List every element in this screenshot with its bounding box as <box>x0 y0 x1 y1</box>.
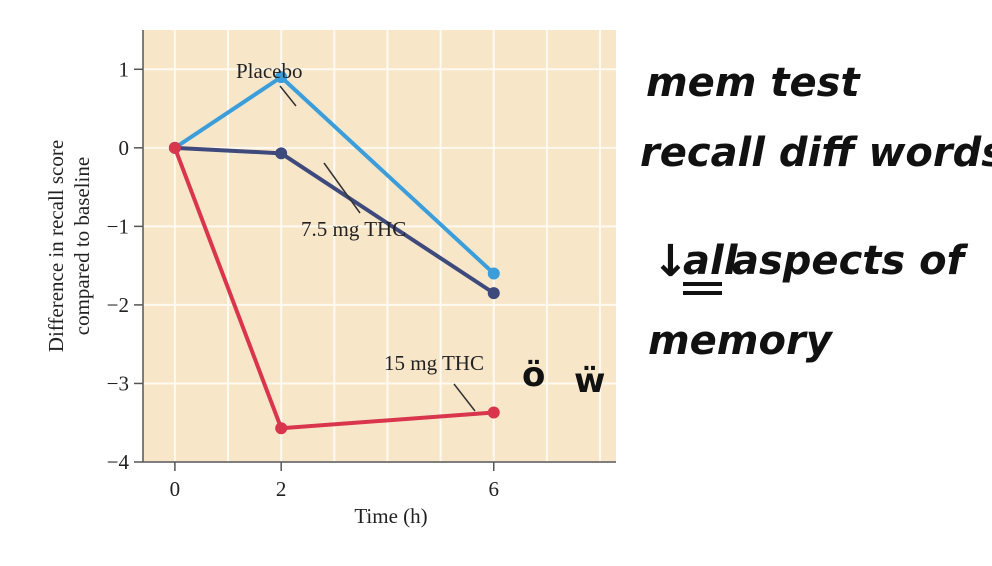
down-arrow-icon: ↓ <box>652 236 689 287</box>
note-emphasis-word: all <box>683 238 739 284</box>
y-axis-title-line-2: compared to baseline <box>70 157 94 335</box>
data-point <box>275 147 288 160</box>
handwritten-faces: ö ẅ <box>522 355 605 401</box>
axes <box>142 30 616 463</box>
series-leader-thc-15mg <box>453 383 476 412</box>
data-point <box>487 287 500 300</box>
data-point <box>275 71 288 84</box>
series-label-thc-7-5mg: 7.5 mg THC <box>301 217 406 241</box>
x-axis-title: Time (h) <box>354 504 427 528</box>
note-line-1: mem test <box>646 60 861 106</box>
data-point <box>275 422 288 435</box>
y-tick-label: 1 <box>119 57 130 81</box>
series-label-thc-15mg: 15 mg THC <box>384 351 484 375</box>
data-point <box>168 141 181 154</box>
face-surprised-icon: ö <box>522 355 545 395</box>
note-line-4: memory <box>648 318 834 364</box>
y-tick-label: −3 <box>107 371 129 395</box>
series-leader-placebo <box>279 85 297 107</box>
note-line-2: recall diff words <box>640 130 992 176</box>
series-leader-thc-7-5mg <box>323 162 361 214</box>
face-frown-icon: ẅ <box>574 361 605 401</box>
series-labels: Placebo 7.5 mg THC 15 mg THC <box>236 59 484 412</box>
y-tick-label: −4 <box>107 450 130 474</box>
series-group <box>168 71 500 435</box>
data-point <box>487 267 500 280</box>
series-label-placebo: Placebo <box>236 59 302 83</box>
y-axis-title-line-1: Difference in recall score <box>44 140 68 352</box>
ticks: 1 0 −1 −2 −3 −4 0 2 6 <box>107 57 499 501</box>
handwritten-notes: mem test recall diff words ↓ all aspects… <box>640 60 992 364</box>
y-axis-title: Difference in recall score compared to b… <box>44 140 94 352</box>
x-tick-label: 0 <box>170 477 181 501</box>
x-tick-label: 6 <box>489 477 500 501</box>
plot-background <box>143 30 616 462</box>
data-point <box>487 406 500 419</box>
y-tick-label: 0 <box>119 136 130 160</box>
x-tick-label: 2 <box>276 477 287 501</box>
y-tick-label: −1 <box>107 214 129 238</box>
note-line-3: aspects of <box>732 238 969 284</box>
y-tick-label: −2 <box>107 293 129 317</box>
